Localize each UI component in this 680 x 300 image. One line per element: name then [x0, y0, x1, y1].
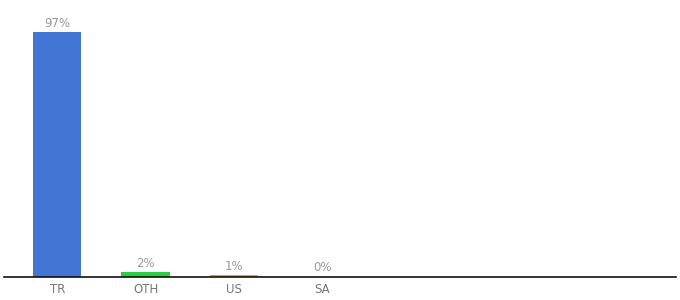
Bar: [33, 32, 82, 277]
Text: 1%: 1%: [224, 260, 243, 273]
Text: 97%: 97%: [44, 17, 70, 30]
Bar: [209, 275, 258, 277]
Text: 0%: 0%: [313, 262, 332, 275]
Text: 2%: 2%: [136, 257, 155, 270]
Bar: [121, 272, 170, 277]
